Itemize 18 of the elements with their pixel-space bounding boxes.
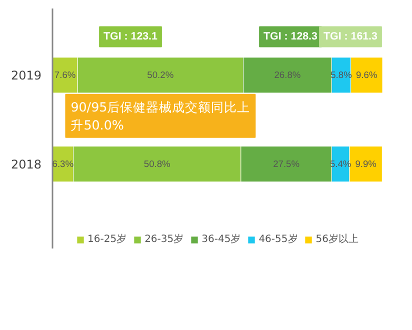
data-label: 9.6% xyxy=(356,70,378,80)
annotation: TGI : 161.3 xyxy=(324,30,378,43)
data-label: 50.2% xyxy=(147,70,174,80)
y-tick-label: 2018 xyxy=(10,158,42,172)
legend-label: 56岁以上 xyxy=(316,232,358,246)
data-label: 50.8% xyxy=(144,159,170,170)
annotation: TGI : 128.3 xyxy=(264,30,318,43)
data-label: 9.9% xyxy=(355,159,376,170)
legend-label: 36-45岁 xyxy=(202,232,241,246)
annotation: TGI : 123.1 xyxy=(104,30,158,43)
y-tick-label: 2019 xyxy=(10,68,42,83)
data-label: 7.6% xyxy=(54,70,76,80)
legend-label: 16-25岁 xyxy=(88,232,127,246)
data-label: 27.5% xyxy=(273,159,300,170)
data-label: 26.8% xyxy=(274,70,301,80)
legend-label: 26-35岁 xyxy=(144,232,184,246)
annotation: 90/95后保健器械成交额同比上升50.0% xyxy=(70,99,250,132)
legend-label: 46-55岁 xyxy=(258,232,298,246)
